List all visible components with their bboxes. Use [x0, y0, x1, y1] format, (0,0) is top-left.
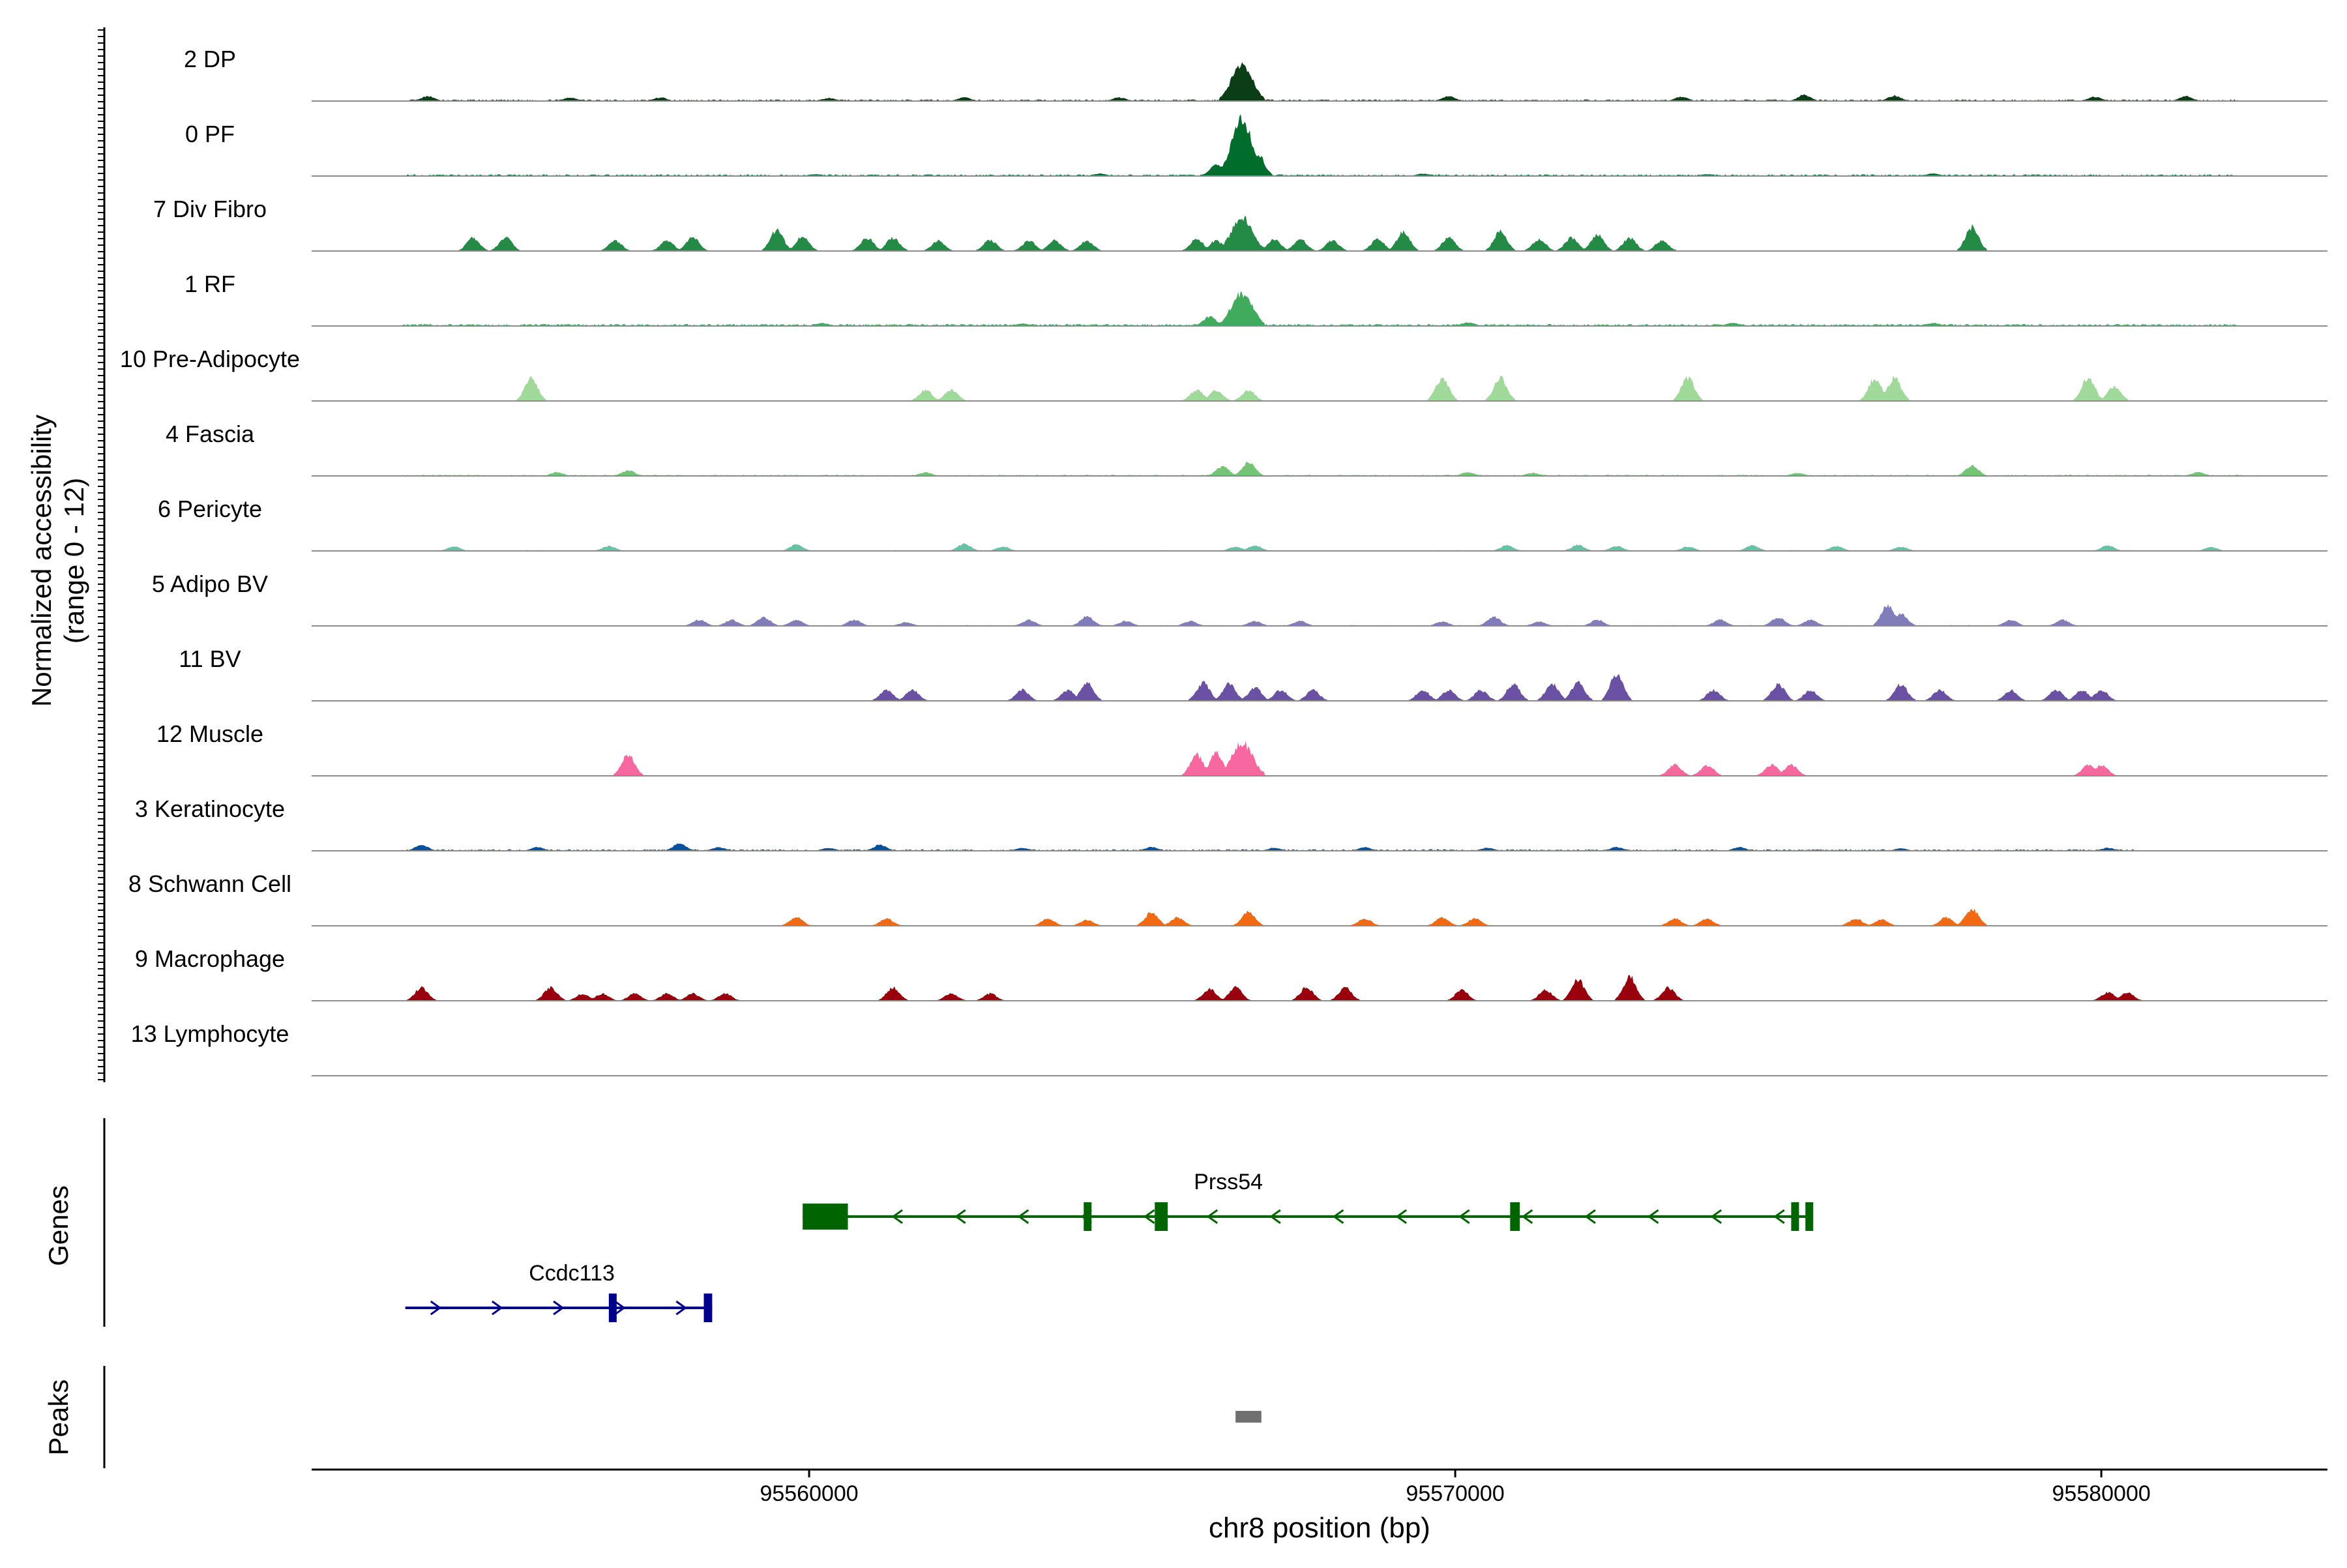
track-label: 4 Fascia: [166, 421, 255, 447]
exon: [703, 1294, 713, 1322]
exon: [1084, 1202, 1092, 1231]
strand-arrow: [1521, 1209, 1533, 1224]
x-axis: 95560000 95570000 95580000: [312, 1468, 2327, 1506]
strand-arrow: [1017, 1209, 1029, 1224]
exon: [1155, 1202, 1168, 1231]
strand-arrow: [1206, 1209, 1218, 1224]
coverage-area: [312, 975, 2327, 1001]
coverage-area: [312, 462, 2327, 476]
coverage-area: [312, 741, 2327, 776]
track: 6 Pericyte: [158, 496, 2327, 552]
strand-arrow: [1773, 1209, 1785, 1224]
strand-arrow: [1332, 1209, 1344, 1224]
track: 3 Keratinocyte: [135, 795, 2327, 851]
strand-arrow: [1269, 1209, 1281, 1224]
x-tick-label: 95560000: [760, 1481, 858, 1506]
strand-arrow: [1144, 1209, 1155, 1224]
coverage-area: [312, 216, 2327, 251]
strand-arrow: [492, 1300, 503, 1316]
genes-panel: Prss54 Ccdc113: [103, 1118, 1814, 1327]
track-label: 10 Pre-Adipocyte: [120, 346, 300, 372]
track-label: 3 Keratinocyte: [135, 795, 285, 822]
coverage-area: [312, 543, 2327, 551]
track: 2 DP: [184, 46, 2327, 102]
track-label: 2 DP: [184, 46, 236, 72]
track: 4 Fascia: [166, 421, 2327, 477]
coverage-area: [312, 376, 2327, 401]
coverage-area: [312, 674, 2327, 701]
track-label: 8 Schwann Cell: [128, 870, 291, 897]
strand-arrow: [553, 1300, 565, 1316]
track-label: 7 Div Fibro: [153, 196, 267, 222]
coverage-area: [312, 604, 2327, 626]
coverage-area: [312, 843, 2327, 851]
track: 13 Lymphocyte: [131, 1020, 2327, 1076]
track-label: 12 Muscle: [156, 720, 263, 747]
track-label: 9 Macrophage: [135, 945, 285, 972]
x-axis-label: chr8 position (bp): [1209, 1512, 1430, 1544]
y-axis-label-range: (range 0 - 12): [59, 478, 89, 643]
track: 0 PF: [185, 113, 2327, 177]
y-axis-label: Normalized accessibility: [26, 415, 57, 707]
peaks-panel: [103, 1366, 1262, 1468]
track: 9 Macrophage: [135, 945, 2327, 1001]
track: 5 Adipo BV: [152, 570, 2327, 627]
genes-panel-label: Genes: [43, 1185, 74, 1266]
track-label: 5 Adipo BV: [152, 570, 268, 597]
track-label: 1 RF: [185, 271, 235, 297]
strand-arrow: [614, 1300, 626, 1316]
exon: [1791, 1202, 1799, 1231]
track-label: 11 BV: [179, 645, 241, 672]
track: 12 Muscle: [156, 720, 2327, 777]
peaks-panel-label: Peaks: [43, 1380, 74, 1456]
strand-arrow: [1584, 1209, 1596, 1224]
track-label: 6 Pericyte: [158, 496, 262, 522]
strand-arrow: [1458, 1209, 1470, 1224]
coverage-area: [312, 62, 2327, 101]
track-label: 13 Lymphocyte: [131, 1020, 289, 1047]
track: 1 RF: [185, 271, 2327, 327]
y-axis: [98, 27, 106, 1082]
track: 11 BV: [179, 645, 2327, 702]
coverage-area: [312, 291, 2327, 326]
tracks-layer: 2 DP 0 PF 7 Div Fibro 1 RF 10 Pre-Adipocyte 4…: [120, 46, 2327, 1076]
gene-prss54: Prss54: [803, 1170, 1814, 1231]
track: 10 Pre-Adipocyte: [120, 346, 2327, 402]
exon: [1805, 1202, 1814, 1231]
coverage-area: [312, 908, 2327, 926]
gene-name: Prss54: [1194, 1170, 1263, 1194]
gene-name: Ccdc113: [529, 1261, 615, 1286]
exon: [1510, 1202, 1520, 1231]
strand-arrow: [1395, 1209, 1407, 1224]
strand-arrow: [1647, 1209, 1659, 1224]
x-tick-label: 95570000: [1406, 1481, 1504, 1506]
track-label: 0 PF: [185, 121, 235, 147]
strand-arrow: [954, 1209, 966, 1224]
strand-arrow: [675, 1300, 687, 1316]
x-tick-label: 95580000: [2052, 1481, 2151, 1506]
exon: [608, 1294, 617, 1322]
coverage-area: [312, 113, 2327, 176]
peak-region: [1235, 1411, 1262, 1423]
track: 7 Div Fibro: [153, 196, 2327, 252]
exon: [803, 1204, 848, 1230]
gene-ccdc113: Ccdc113: [405, 1261, 713, 1322]
track: 8 Schwann Cell: [128, 870, 2327, 926]
strand-arrow: [1710, 1209, 1722, 1224]
strand-arrow: [891, 1209, 903, 1224]
strand-arrow: [430, 1300, 442, 1316]
